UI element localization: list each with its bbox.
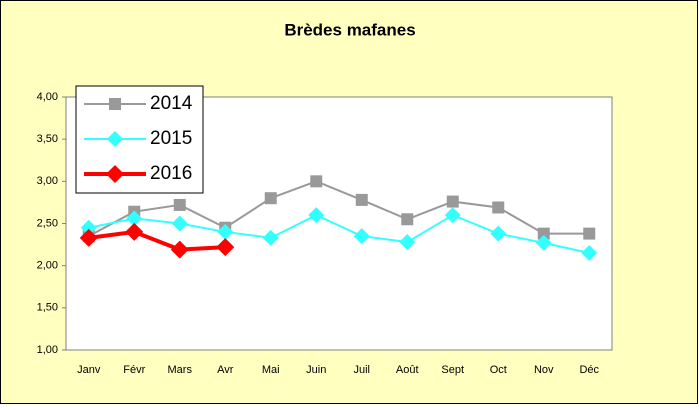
- y-tick-label: 2,00: [37, 260, 58, 272]
- x-tick-label: Oct: [490, 364, 507, 376]
- data-point: [262, 229, 279, 246]
- data-point: [490, 225, 507, 242]
- data-point: [444, 207, 461, 224]
- x-tick-label: Sept: [441, 364, 464, 376]
- y-tick-label: 2,50: [37, 217, 58, 229]
- data-point: [535, 234, 552, 251]
- x-tick-label: Mai: [262, 364, 280, 376]
- y-tick-label: 3,00: [37, 175, 58, 187]
- y-tick-label: 4,00: [37, 91, 58, 103]
- x-tick-label: Juin: [306, 364, 326, 376]
- data-point: [310, 175, 323, 188]
- series-line: [88, 213, 590, 254]
- data-point: [173, 198, 186, 211]
- x-tick-label: Août: [396, 364, 419, 376]
- legend-label: 2014: [150, 93, 193, 114]
- x-tick-label: Avr: [217, 364, 234, 376]
- legend-marker: [107, 131, 123, 147]
- legend-marker: [109, 98, 121, 110]
- y-tick-label: 3,50: [37, 133, 58, 145]
- data-point: [126, 210, 143, 227]
- legend-label: 2016: [150, 163, 192, 184]
- series-line: [88, 180, 590, 238]
- data-point: [583, 227, 596, 240]
- chart-title: Brèdes mafanes: [284, 20, 415, 39]
- data-point: [170, 240, 189, 259]
- legend-label: 2015: [150, 128, 192, 149]
- legend-marker: [106, 165, 124, 183]
- data-point: [216, 238, 235, 257]
- data-point: [399, 234, 416, 251]
- x-tick-label: Juil: [353, 364, 370, 376]
- data-point: [264, 192, 277, 205]
- x-tick-label: Févr: [123, 364, 145, 376]
- x-tick-label: Nov: [534, 364, 554, 376]
- data-point: [537, 227, 550, 240]
- x-tick-label: Mars: [168, 364, 193, 376]
- x-tick-label: Déc: [579, 364, 599, 376]
- y-tick-label: 1,00: [37, 344, 58, 356]
- x-tick-label: Janv: [77, 364, 101, 376]
- data-point: [80, 219, 97, 236]
- data-point: [355, 193, 368, 206]
- data-point: [353, 228, 370, 245]
- data-point: [492, 201, 505, 214]
- data-point: [125, 222, 144, 241]
- series-line: [88, 229, 226, 252]
- data-point: [581, 245, 598, 262]
- y-tick-label: 1,50: [37, 302, 58, 314]
- data-point: [79, 228, 98, 247]
- data-point: [401, 213, 414, 226]
- data-point: [217, 223, 234, 240]
- data-point: [446, 195, 459, 208]
- data-point: [308, 207, 325, 224]
- data-point: [171, 215, 188, 232]
